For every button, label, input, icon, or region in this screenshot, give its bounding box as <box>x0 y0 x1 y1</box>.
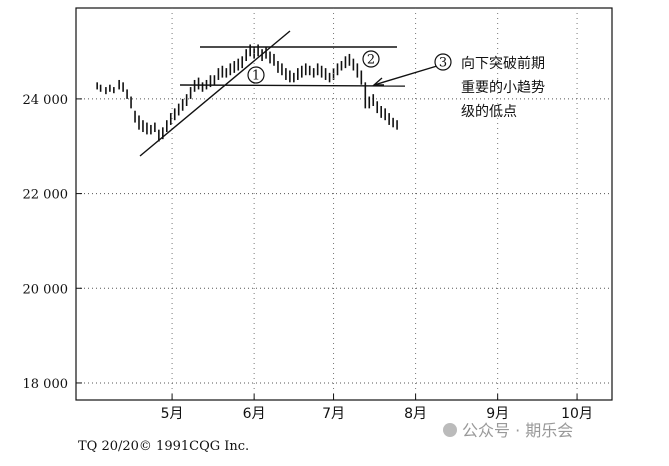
uptrend-line <box>139 30 291 157</box>
marker-circle <box>247 66 265 84</box>
plot-frame <box>75 7 613 401</box>
support-line <box>179 84 406 87</box>
source: TQ 20/20© 1991CQG Inc. <box>78 439 249 454</box>
annotation-text: 级的低点 <box>461 104 517 120</box>
annotation-text: 向下突破前期 <box>461 55 545 72</box>
x-tick-label: 8月 <box>404 406 427 422</box>
y-tick-label: 18 000 <box>23 377 69 392</box>
y-tick-label: 22 000 <box>23 188 69 203</box>
x-tick-label: 6月 <box>243 406 266 422</box>
x-tick-label: 5月 <box>161 406 184 422</box>
annotation-text: 重要的小趋势 <box>461 80 545 96</box>
marker-circle <box>362 50 380 68</box>
x-tick-label: 10月 <box>561 406 593 422</box>
marker-label: 1 <box>252 69 260 84</box>
arrow <box>373 65 438 86</box>
marker-circle <box>434 53 452 71</box>
watermark-icon <box>443 423 457 437</box>
x-tick-label: 9月 <box>486 406 509 422</box>
arrow-head <box>372 77 384 86</box>
marker-label: 2 <box>367 53 375 68</box>
x-tick-label: 7月 <box>322 406 345 422</box>
marker-label: 3 <box>439 56 447 71</box>
watermark: 公众号 · 期乐会 <box>462 421 573 440</box>
y-tick-label: 20 000 <box>23 282 69 297</box>
trend-lines <box>139 30 438 157</box>
y-tick-label: 24 000 <box>23 93 69 108</box>
